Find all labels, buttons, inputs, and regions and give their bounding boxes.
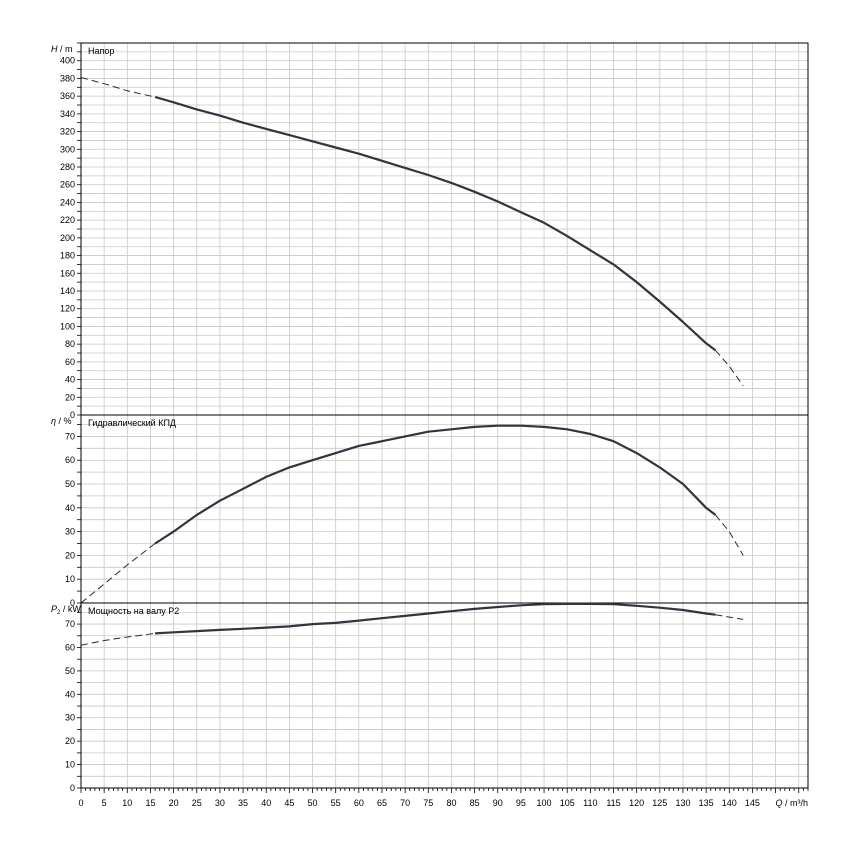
- y-tick-label-power: 0: [70, 783, 75, 793]
- y-tick-label-head: 360: [60, 91, 75, 101]
- x-tick-label: 0: [78, 798, 83, 808]
- y-tick-label-head: 280: [60, 162, 75, 172]
- panel-title-head: Напор: [88, 46, 114, 56]
- y-tick-label-head: 80: [65, 339, 75, 349]
- x-tick-label: 130: [675, 798, 690, 808]
- x-tick-label: 110: [583, 798, 597, 808]
- panel-frame-power: [80, 602, 809, 789]
- curve-line-power: [155, 602, 716, 635]
- y-tick-label-power: 20: [65, 736, 75, 746]
- x-tick-label: 90: [493, 798, 503, 808]
- y-tick-label-efficiency: 20: [65, 550, 75, 560]
- y-tick-label-power: 50: [65, 666, 75, 676]
- x-tick-label: 105: [560, 798, 575, 808]
- y-axis-label-head: H / m: [51, 44, 73, 54]
- y-tick-label-efficiency: 60: [65, 455, 75, 465]
- panel-title-power: Мощность на валу P2: [88, 606, 179, 616]
- x-tick-label: 120: [629, 798, 644, 808]
- x-tick-label: 125: [652, 798, 667, 808]
- y-tick-label-head: 340: [60, 109, 75, 119]
- y-tick-label-head: 260: [60, 180, 75, 190]
- x-tick-label: 70: [400, 798, 410, 808]
- y-tick-label-head: 160: [60, 268, 75, 278]
- y-tick-label-head: 100: [60, 321, 75, 331]
- y-tick-label-head: 0: [70, 410, 75, 420]
- y-tick-label-efficiency: 0: [70, 598, 75, 608]
- x-tick-label: 55: [331, 798, 341, 808]
- y-tick-label-head: 380: [60, 73, 75, 83]
- x-tick-label: 30: [215, 798, 225, 808]
- y-tick-label-power: 40: [65, 689, 75, 699]
- curve-line-head: [154, 95, 717, 352]
- x-tick-label: 95: [516, 798, 526, 808]
- y-axis-label-power: P2 / kW: [51, 604, 81, 616]
- curve-dashed-start-efficiency: [80, 543, 156, 604]
- x-tick-label: 35: [238, 798, 248, 808]
- y-tick-label-head: 220: [60, 215, 75, 225]
- y-tick-label-head: 180: [60, 251, 75, 261]
- curve-dashed-start-power: [80, 632, 156, 646]
- y-tick-label-power: 70: [65, 619, 75, 629]
- curve-dashed-end-power: [715, 614, 744, 620]
- y-tick-label-efficiency: 30: [65, 527, 75, 537]
- y-tick-label-head: 40: [65, 375, 75, 385]
- x-tick-label: 75: [423, 798, 433, 808]
- y-tick-label-efficiency: 40: [65, 503, 75, 513]
- y-tick-label-power: 10: [65, 760, 75, 770]
- curve-dashed-end-head: [715, 349, 744, 387]
- x-tick-label: 20: [169, 798, 179, 808]
- x-tick-label: 40: [261, 798, 271, 808]
- x-tick-label: 115: [606, 798, 620, 808]
- y-tick-label-efficiency: 10: [65, 574, 75, 584]
- x-tick-label: 50: [308, 798, 318, 808]
- x-tick-label: 25: [192, 798, 202, 808]
- y-tick-label-efficiency: 50: [65, 479, 75, 489]
- curve-dashed-start-head: [80, 77, 156, 98]
- x-tick-label: 15: [145, 798, 155, 808]
- x-tick-label: 135: [699, 798, 714, 808]
- y-tick-label-head: 140: [60, 286, 75, 296]
- x-tick-label: 10: [122, 798, 132, 808]
- y-tick-label-efficiency: 70: [65, 431, 75, 441]
- y-tick-label-head: 20: [65, 392, 75, 402]
- x-tick-label: 60: [354, 798, 364, 808]
- x-tick-label: 145: [745, 798, 760, 808]
- x-axis-label: Q / m³/h: [775, 798, 808, 808]
- y-tick-label-head: 240: [60, 197, 75, 207]
- x-tick-label: 65: [377, 798, 387, 808]
- y-tick-label-head: 320: [60, 127, 75, 137]
- y-tick-label-head: 120: [60, 304, 75, 314]
- y-tick-label-head: 200: [60, 233, 75, 243]
- y-tick-label-head: 400: [60, 56, 75, 66]
- x-tick-label: 100: [537, 798, 552, 808]
- x-tick-label: 45: [284, 798, 294, 808]
- y-tick-label-head: 300: [60, 144, 75, 154]
- curve-line-efficiency: [154, 424, 717, 545]
- x-tick-label: 85: [470, 798, 480, 808]
- y-tick-label-power: 60: [65, 642, 75, 652]
- panel-title-efficiency: Гидравлический КПД: [88, 418, 176, 428]
- x-tick-label: 140: [722, 798, 737, 808]
- x-tick-label: 5: [102, 798, 107, 808]
- y-tick-label-head: 60: [65, 357, 75, 367]
- x-tick-label: 80: [446, 798, 456, 808]
- y-axis-label-efficiency: η / %: [51, 416, 72, 426]
- y-tick-label-power: 30: [65, 713, 75, 723]
